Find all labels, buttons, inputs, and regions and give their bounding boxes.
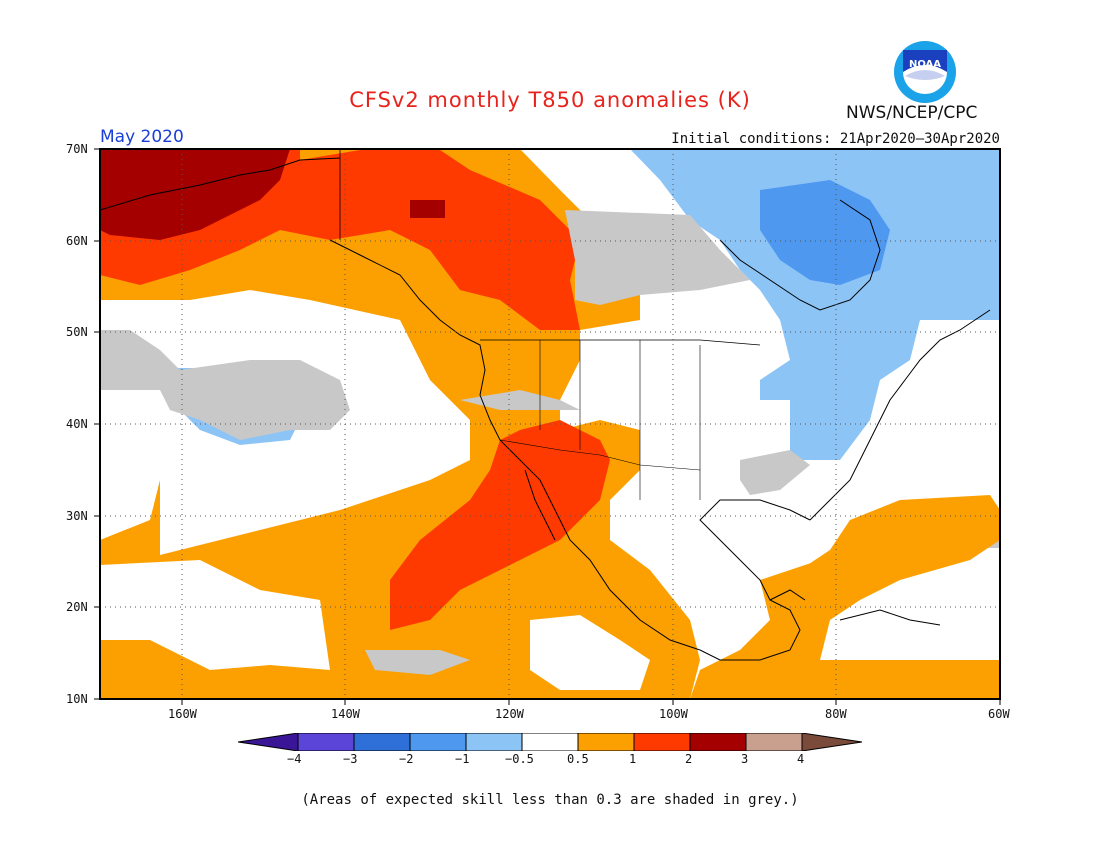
lon-label-80w: 80W <box>825 707 847 721</box>
forecast-month: May 2020 <box>100 127 184 147</box>
colorbar-segment-5 <box>521 733 579 751</box>
lon-label-160w: 160W <box>168 707 197 721</box>
colorbar-label-m1: −1 <box>455 752 470 766</box>
lat-label-50n: 50N <box>66 325 88 339</box>
colorbar-segment-7 <box>633 733 691 751</box>
grey-region-southeast <box>740 450 810 495</box>
darkred-region-alaska <box>100 149 290 240</box>
colorbar-label-p2: 2 <box>685 752 693 766</box>
colorbar-segment-2 <box>353 733 411 751</box>
colorbar-segment-4 <box>465 733 523 751</box>
agency-label: NWS/NCEP/CPC <box>846 103 978 123</box>
colorbar-segment-1 <box>297 733 355 751</box>
lat-label-60n: 60N <box>66 234 88 248</box>
colorbar-segment-3 <box>409 733 467 751</box>
colorbar-segment-6 <box>577 733 635 751</box>
colorbar-arrow-low <box>238 733 299 751</box>
lat-label-10n: 10N <box>66 692 88 706</box>
initial-conditions: Initial conditions: 21Apr2020–30Apr2020 <box>671 131 1000 147</box>
blue-region-hudson <box>760 180 890 285</box>
skill-caption: (Areas of expected skill less than 0.3 a… <box>301 792 799 808</box>
noaa-logo: NOAA <box>894 41 956 103</box>
grey-region-pacific <box>100 330 350 440</box>
colorbar <box>238 733 862 751</box>
grey-region-canada <box>565 210 750 305</box>
lon-label-140w: 140W <box>331 707 360 721</box>
colorbar-label-p05: 0.5 <box>567 752 589 766</box>
orange-region-atlantic <box>690 495 1000 699</box>
colorbar-label-m05: −0.5 <box>505 752 534 766</box>
colorbar-label-m4: −4 <box>287 752 302 766</box>
white-region-south-pacific <box>100 560 330 670</box>
white-region-mexico-pacific <box>530 615 650 690</box>
axis-ticks <box>94 148 1001 705</box>
colorbar-label-p4: 4 <box>797 752 805 766</box>
red-region-southwest <box>390 420 610 630</box>
lat-label-70n: 70N <box>66 142 88 156</box>
lat-label-20n: 20N <box>66 600 88 614</box>
lat-label-30n: 30N <box>66 509 88 523</box>
logo-text: NOAA <box>909 59 941 70</box>
colorbar-arrow-high <box>801 733 862 751</box>
colorbar-label-m3: −3 <box>343 752 358 766</box>
lon-label-100w: 100W <box>659 707 688 721</box>
lon-label-120w: 120W <box>495 707 524 721</box>
darkred-region-yukon <box>410 200 445 218</box>
colorbar-label-p1: 1 <box>629 752 637 766</box>
lightblue-region-eastern-canada <box>630 149 1000 460</box>
orange-region-gulf <box>760 560 840 640</box>
grey-region-great-basin <box>460 390 580 410</box>
colorbar-label-p3: 3 <box>741 752 749 766</box>
colorbar-segment-9 <box>745 733 803 751</box>
chart-title: CFSv2 monthly T850 anomalies (K) <box>349 88 751 112</box>
colorbar-segment-8 <box>689 733 747 751</box>
colorbar-label-m2: −2 <box>399 752 414 766</box>
lon-label-60w: 60W <box>988 707 1010 721</box>
graticule <box>100 149 1000 699</box>
lat-label-40n: 40N <box>66 417 88 431</box>
coastlines <box>100 150 991 661</box>
grey-region-mexico-pacific <box>365 650 470 675</box>
